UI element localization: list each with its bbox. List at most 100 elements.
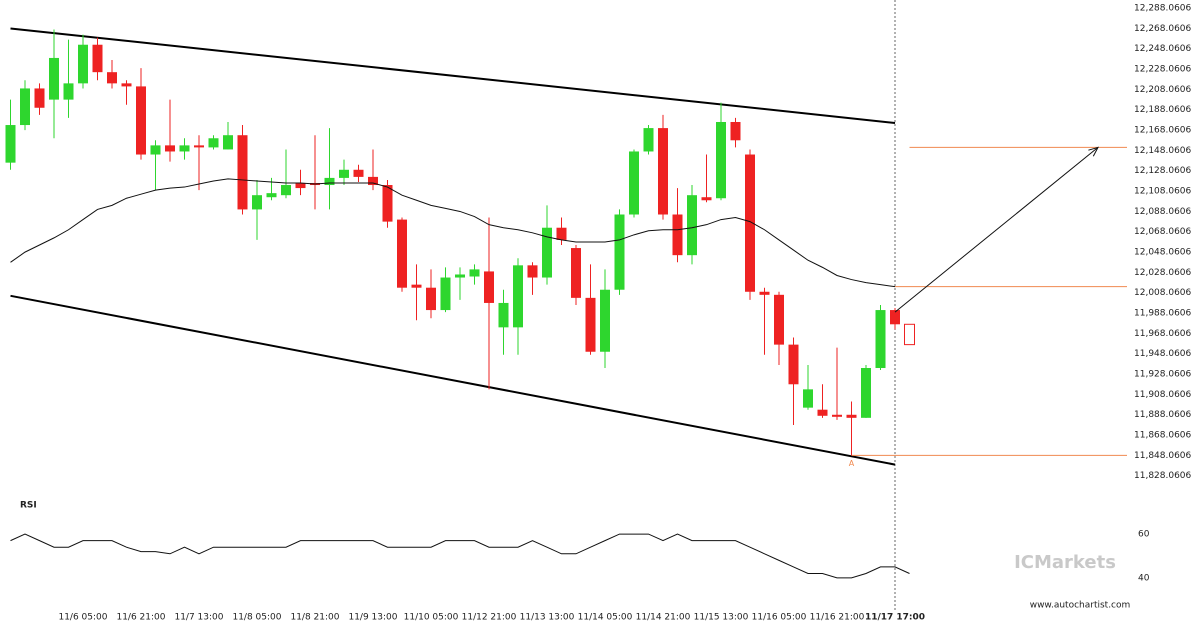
y-tick-label: 12,228.0606: [1134, 65, 1192, 75]
y-tick-label: 11,908.0606: [1134, 390, 1192, 400]
y-tick-label: 12,248.0606: [1134, 44, 1192, 54]
x-tick-label: 11/13 13:00: [520, 613, 575, 623]
candle-body: [440, 277, 451, 311]
candle-body: [237, 135, 248, 210]
candle-body: [542, 227, 552, 278]
rsi-tick-label: 40: [1138, 573, 1150, 583]
x-tick-label: 11/16 05:00: [752, 613, 807, 623]
candle-body: [701, 197, 712, 201]
y-tick-label: 12,128.0606: [1134, 166, 1192, 176]
candle-body: [208, 138, 219, 148]
candle-body: [614, 214, 625, 290]
candle-body: [745, 154, 755, 292]
x-tick-label: 11/12 21:00: [462, 613, 517, 623]
forecast-arrow: [894, 147, 1099, 313]
candle-body: [136, 86, 146, 155]
y-tick-label: 11,968.0606: [1134, 329, 1192, 339]
x-tick-label: 11/15 13:00: [694, 613, 749, 623]
candle-body: [469, 269, 480, 277]
rsi-line: [10, 533, 910, 579]
candle-body: [223, 135, 233, 150]
candle-body: [672, 214, 683, 256]
rsi-tick-label: 60: [1138, 530, 1150, 540]
candle-body: [861, 368, 871, 418]
channel-line: [10, 294, 896, 466]
candle-body: [324, 177, 335, 186]
y-tick-label: 12,048.0606: [1134, 248, 1192, 258]
candle-body: [5, 125, 16, 163]
candle-body: [759, 291, 770, 295]
y-tick-label: 12,148.0606: [1134, 146, 1192, 156]
candle-body: [339, 169, 349, 178]
x-tick-label: 11/6 05:00: [58, 613, 107, 623]
source: www.autochartist.com: [1030, 601, 1131, 611]
candle-body: [585, 297, 596, 352]
candle-body: [498, 302, 509, 328]
x-tick-label: 11/14 05:00: [578, 613, 633, 623]
candle-body: [49, 57, 59, 100]
candle-body: [904, 323, 915, 346]
channel-line: [10, 27, 896, 125]
candle-body: [63, 83, 74, 100]
y-tick-label: 12,208.0606: [1134, 85, 1192, 95]
y-tick-label: 12,288.0606: [1134, 4, 1192, 14]
y-tick-label: 11,868.0606: [1134, 431, 1192, 441]
candle-body: [629, 151, 639, 215]
y-tick-label: 12,088.0606: [1134, 207, 1192, 217]
candle-body: [397, 219, 407, 288]
candle-body: [411, 284, 422, 288]
candle-body: [484, 271, 494, 303]
candle-body: [455, 274, 465, 278]
y-tick-label: 12,028.0606: [1134, 268, 1192, 278]
candle-body: [890, 310, 900, 325]
x-tick-label: 11/16 21:00: [810, 613, 865, 623]
candle-body: [643, 128, 654, 152]
annotation: A: [849, 459, 855, 468]
x-tick-label: 11/8 21:00: [290, 613, 339, 623]
candle-body: [527, 265, 538, 278]
candle-body: [295, 182, 306, 189]
candle-body: [34, 88, 45, 108]
candle-body: [556, 227, 567, 240]
candle-body: [513, 265, 523, 328]
x-tick-label: 11/14 21:00: [636, 613, 691, 623]
rsi-label: RSI: [20, 501, 37, 511]
x-tick-label: 11/8 05:00: [232, 613, 281, 623]
watermark: ICMarkets: [1014, 552, 1116, 573]
candle-body: [571, 248, 581, 298]
candle-body: [121, 83, 132, 87]
candle-body: [194, 145, 204, 148]
candle-body: [252, 195, 262, 210]
y-tick-label: 12,188.0606: [1134, 105, 1192, 115]
candle-body: [832, 414, 842, 417]
candle-body: [658, 128, 668, 215]
candle-body: [426, 287, 436, 311]
candle-body: [368, 176, 378, 186]
candle-body: [150, 145, 161, 155]
candle-body: [20, 88, 30, 126]
x-tick-label: 11/6 21:00: [116, 613, 165, 623]
y-tick-label: 12,168.0606: [1134, 126, 1192, 136]
candle-body: [165, 145, 175, 152]
candle-body: [266, 193, 277, 198]
candle-body: [875, 310, 886, 369]
candle-body: [788, 344, 799, 385]
candle-body: [716, 121, 726, 199]
candle-body: [817, 409, 828, 416]
candle-body: [107, 72, 117, 84]
y-tick-label: 11,888.0606: [1134, 410, 1192, 420]
y-tick-label: 12,008.0606: [1134, 288, 1192, 298]
y-tick-label: 11,988.0606: [1134, 309, 1192, 319]
x-tick-label: 11/9 13:00: [348, 613, 397, 623]
candle-body: [774, 294, 784, 345]
x-tick-label: 11/7 13:00: [174, 613, 223, 623]
candle-body: [78, 44, 88, 84]
candle-body: [382, 185, 393, 222]
y-tick-label: 12,268.0606: [1134, 24, 1192, 34]
candle-body: [600, 289, 610, 352]
candle-body: [730, 121, 741, 141]
moving-average: [10, 178, 896, 288]
y-tick-label: 11,848.0606: [1134, 451, 1192, 461]
candle-body: [92, 44, 103, 73]
